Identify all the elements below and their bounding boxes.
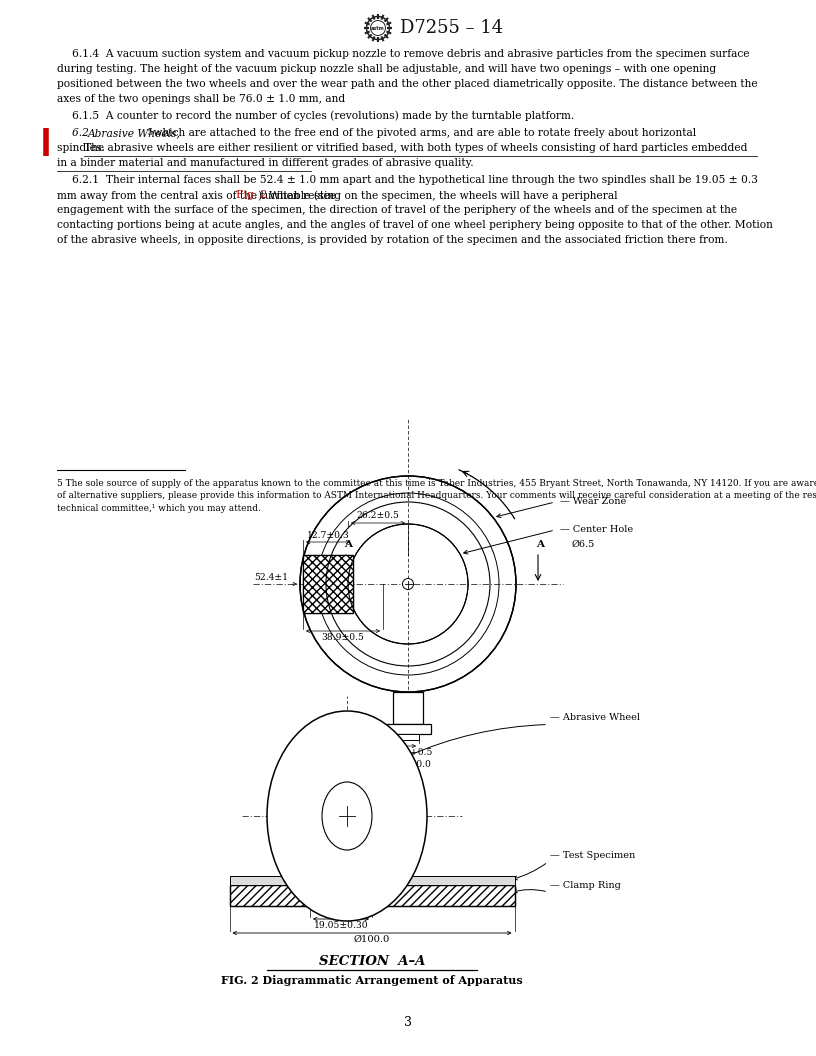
- Text: 52.4±1: 52.4±1: [254, 573, 288, 582]
- Bar: [393, 692, 423, 724]
- Text: Ø51.9+0.5: Ø51.9+0.5: [383, 748, 433, 757]
- Text: A: A: [536, 540, 544, 549]
- Text: 3: 3: [404, 1017, 412, 1030]
- Text: 6.2.1  Their internal faces shall be 52.4 ± 1.0 mm apart and the hypothetical li: 6.2.1 Their internal faces shall be 52.4…: [72, 175, 758, 185]
- Text: 5 The sole source of supply of the apparatus known to the committee at this time: 5 The sole source of supply of the appar…: [57, 479, 816, 488]
- Text: — Clamp Ring: — Clamp Ring: [550, 881, 621, 890]
- Text: SECTION  A–A: SECTION A–A: [319, 955, 425, 968]
- Text: A: A: [344, 540, 352, 549]
- Text: — Test Specimen: — Test Specimen: [550, 851, 635, 860]
- Text: Ø44.4–0.0: Ø44.4–0.0: [384, 759, 432, 769]
- Text: Abrasive Wheels,: Abrasive Wheels,: [87, 128, 180, 138]
- Text: ). When resting on the specimen, the wheels will have a peripheral: ). When resting on the specimen, the whe…: [259, 190, 619, 201]
- Text: positioned between the two wheels and over the wear path and the other placed di: positioned between the two wheels and ov…: [57, 79, 758, 89]
- Text: engagement with the surface of the specimen, the direction of travel of the peri: engagement with the surface of the speci…: [57, 205, 738, 215]
- Bar: [303, 555, 353, 612]
- Text: 6.1.4  A vacuum suction system and vacuum pickup nozzle to remove debris and abr: 6.1.4 A vacuum suction system and vacuum…: [72, 49, 750, 59]
- Bar: [229, 875, 515, 885]
- Text: axes of the two openings shall be 76.0 ± 1.0 mm, and: axes of the two openings shall be 76.0 ±…: [57, 94, 346, 103]
- Text: FIG. 2 Diagrammatic Arrangement of Apparatus: FIG. 2 Diagrammatic Arrangement of Appar…: [221, 976, 523, 986]
- Text: — Abrasive Wheel: — Abrasive Wheel: [550, 714, 640, 722]
- Text: 26.2±0.5: 26.2±0.5: [357, 511, 400, 521]
- Text: Ø6.5: Ø6.5: [572, 540, 595, 548]
- Text: 12.7±0.3: 12.7±0.3: [307, 530, 349, 540]
- Text: Fig. 2: Fig. 2: [236, 190, 268, 201]
- Text: which are attached to the free end of the pivoted arms, and are able to rotate f: which are attached to the free end of th…: [150, 128, 696, 138]
- Text: in a binder material and manufactured in different grades of abrasive quality.: in a binder material and manufactured in…: [57, 158, 474, 168]
- Text: — Center Hole: — Center Hole: [560, 526, 633, 534]
- Text: contacting portions being at acute angles, and the angles of travel of one wheel: contacting portions being at acute angle…: [57, 220, 774, 230]
- Text: spindles.: spindles.: [57, 144, 109, 153]
- Text: — Wear Zone: — Wear Zone: [560, 497, 626, 507]
- Bar: [303, 555, 353, 612]
- Bar: [397, 734, 419, 740]
- Text: 19.05±0.30: 19.05±0.30: [313, 921, 368, 930]
- Ellipse shape: [322, 782, 372, 850]
- Bar: [229, 885, 515, 906]
- Text: technical committee,¹ which you may attend.: technical committee,¹ which you may atte…: [57, 504, 261, 513]
- Bar: [385, 724, 431, 734]
- Text: Ø100.0: Ø100.0: [354, 935, 390, 944]
- Text: D7255 – 14: D7255 – 14: [400, 19, 503, 37]
- Text: mm away from the central axis of the turntable (see: mm away from the central axis of the tur…: [57, 190, 340, 201]
- Text: 38.9±0.5: 38.9±0.5: [322, 634, 365, 642]
- Text: of alternative suppliers, please provide this information to ASTM International : of alternative suppliers, please provide…: [57, 491, 816, 501]
- Text: The abrasive wheels are either resilient or vitrified based, with both types of : The abrasive wheels are either resilient…: [84, 144, 747, 153]
- Circle shape: [402, 579, 414, 589]
- Text: 6.1.5  A counter to record the number of cycles (revolutions) made by the turnta: 6.1.5 A counter to record the number of …: [72, 111, 574, 121]
- Polygon shape: [326, 502, 490, 666]
- Text: 6.2: 6.2: [72, 128, 95, 138]
- Bar: [229, 885, 515, 906]
- Ellipse shape: [267, 711, 427, 921]
- Text: of the abrasive wheels, in opposite directions, is provided by rotation of the s: of the abrasive wheels, in opposite dire…: [57, 234, 728, 245]
- Text: 5: 5: [145, 128, 153, 137]
- Text: during testing. The height of the vacuum pickup nozzle shall be adjustable, and : during testing. The height of the vacuum…: [57, 63, 716, 74]
- Text: astm: astm: [371, 25, 385, 31]
- Polygon shape: [388, 677, 428, 739]
